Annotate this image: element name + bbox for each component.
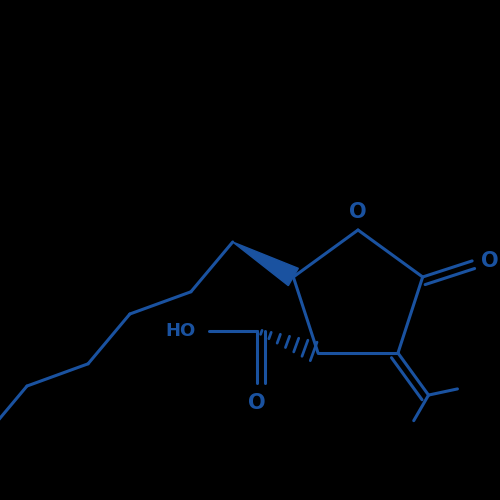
Text: O: O xyxy=(482,251,499,271)
Text: O: O xyxy=(349,202,367,222)
Text: HO: HO xyxy=(166,322,196,340)
Polygon shape xyxy=(232,242,298,286)
Text: O: O xyxy=(248,393,266,413)
